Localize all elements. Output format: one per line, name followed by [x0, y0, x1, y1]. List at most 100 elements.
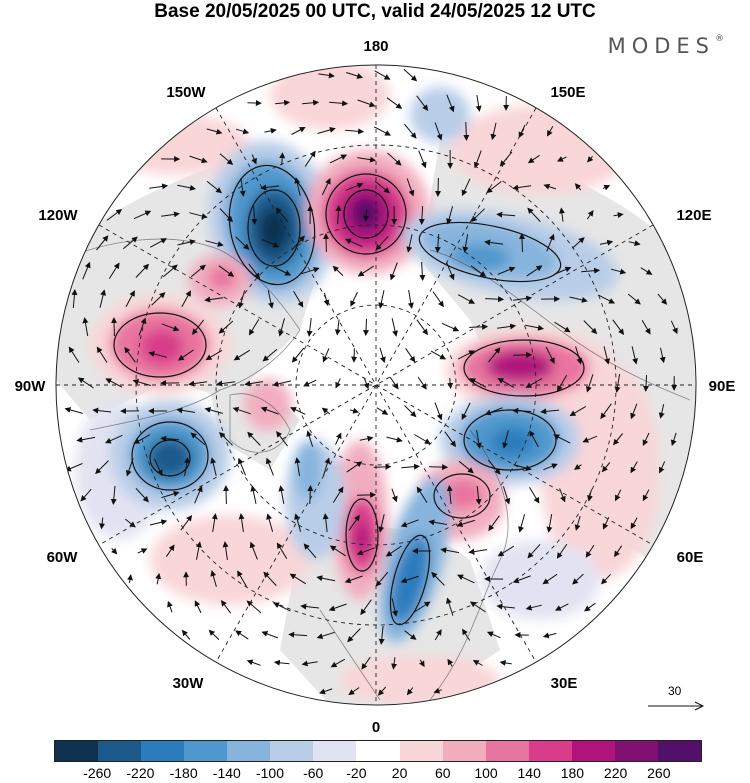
colorbar-swatch: [657, 741, 701, 761]
polar-map: 180 0 90W 90E 150W 120W 150E 120E 60W 30…: [15, 38, 736, 735]
wind-vector: [329, 545, 346, 557]
wind-vector: [273, 266, 292, 276]
wind-vector: [497, 323, 517, 330]
wind-vector: [389, 262, 398, 281]
lon-label-30e: 30E: [551, 675, 578, 692]
wind-vector: [404, 630, 417, 640]
wind-vector: [124, 346, 136, 363]
wind-vector: [237, 457, 246, 476]
brand-logo: MODES®: [608, 34, 724, 58]
wind-vector: [658, 461, 666, 474]
wind-vector: [92, 407, 112, 414]
wind-vector: [418, 205, 425, 225]
wind-vector: [149, 238, 167, 248]
wind-vector: [529, 430, 539, 448]
wind-vector: [219, 153, 234, 165]
wind-vector: [351, 348, 358, 363]
wind-vector: [291, 347, 305, 363]
wind-vector: [105, 378, 123, 388]
wind-vector: [446, 262, 455, 281]
wind-vector: [446, 485, 453, 505]
wind-vector: [400, 575, 419, 584]
wind-vector: [316, 575, 336, 582]
wind-vector: [329, 100, 349, 107]
wind-vector: [321, 177, 331, 196]
wind-vector: [587, 155, 594, 163]
wind-vector: [569, 296, 588, 303]
colorbar-tick-label: -20: [346, 765, 367, 781]
wind-vector: [631, 346, 638, 365]
wind-vector: [401, 463, 420, 470]
wind-vector: [323, 292, 330, 307]
wind-vector: [447, 658, 454, 667]
wind-vector: [416, 95, 429, 111]
wind-vector: [316, 631, 335, 640]
map-title: Base 20/05/2025 00 UTC, valid 24/05/2025…: [154, 1, 596, 22]
wind-vector: [628, 240, 641, 247]
wind-vector: [64, 463, 83, 472]
vector-reference-value: 30: [668, 684, 682, 698]
wind-vector: [329, 154, 348, 164]
wind-vector: [264, 127, 277, 134]
wind-vector: [559, 488, 566, 503]
wind-vector: [441, 322, 460, 332]
wind-vector: [194, 485, 203, 504]
colorbar-swatch: [270, 741, 314, 761]
wind-vector: [104, 434, 123, 444]
wind-vector: [513, 464, 532, 471]
wind-vector: [525, 324, 544, 331]
wind-vector: [111, 547, 118, 555]
wind-vector: [82, 261, 91, 280]
wind-vector: [344, 575, 363, 584]
anomaly-shading: [75, 65, 660, 705]
wind-vector: [475, 430, 482, 449]
wind-vector: [265, 457, 274, 476]
wind-vector: [248, 319, 260, 336]
wind-vector: [430, 350, 447, 360]
wind-vector: [613, 212, 624, 219]
wind-vector: [348, 514, 360, 531]
lon-label-150e: 150E: [550, 84, 585, 101]
wind-vector: [239, 178, 246, 197]
wind-vector: [155, 572, 162, 585]
wind-vector: [378, 514, 385, 533]
wind-vector: [573, 463, 582, 470]
wind-vector: [497, 545, 515, 557]
wind-vector: [272, 380, 292, 387]
wind-vector: [322, 513, 329, 532]
wind-vector: [484, 239, 504, 246]
wind-vector: [586, 210, 594, 220]
wind-vector: [461, 178, 471, 197]
coastlines: [59, 238, 691, 701]
wind-vector: [642, 432, 650, 447]
wind-vector: [275, 99, 291, 106]
wind-vector: [176, 407, 196, 414]
wind-vector: [488, 515, 500, 532]
wind-vector: [585, 544, 595, 558]
wind-vector: [267, 290, 274, 309]
wind-vector: [569, 405, 587, 417]
wind-vector: [357, 265, 374, 277]
wind-vector: [218, 432, 233, 446]
wind-vector: [458, 460, 474, 474]
wind-vector: [345, 182, 364, 191]
wind-vector: [125, 290, 135, 308]
wind-vector: [391, 657, 398, 670]
wind-vector: [587, 489, 593, 502]
wind-vector: [553, 266, 572, 275]
lon-label-30w: 30W: [173, 675, 205, 692]
wind-vector: [349, 407, 360, 414]
wind-vector: [210, 570, 217, 588]
wind-vector: [546, 233, 555, 252]
wind-vector: [261, 238, 280, 248]
wind-vector: [273, 659, 290, 666]
wind-vector: [148, 351, 167, 358]
wind-vector: [642, 489, 650, 502]
wind-vector: [641, 319, 651, 335]
wind-vector: [332, 265, 344, 276]
wind-vector: [275, 207, 289, 223]
wind-vector: [553, 434, 571, 444]
wind-vector: [462, 234, 469, 253]
wind-vector: [463, 121, 470, 141]
wind-vector: [194, 600, 202, 614]
